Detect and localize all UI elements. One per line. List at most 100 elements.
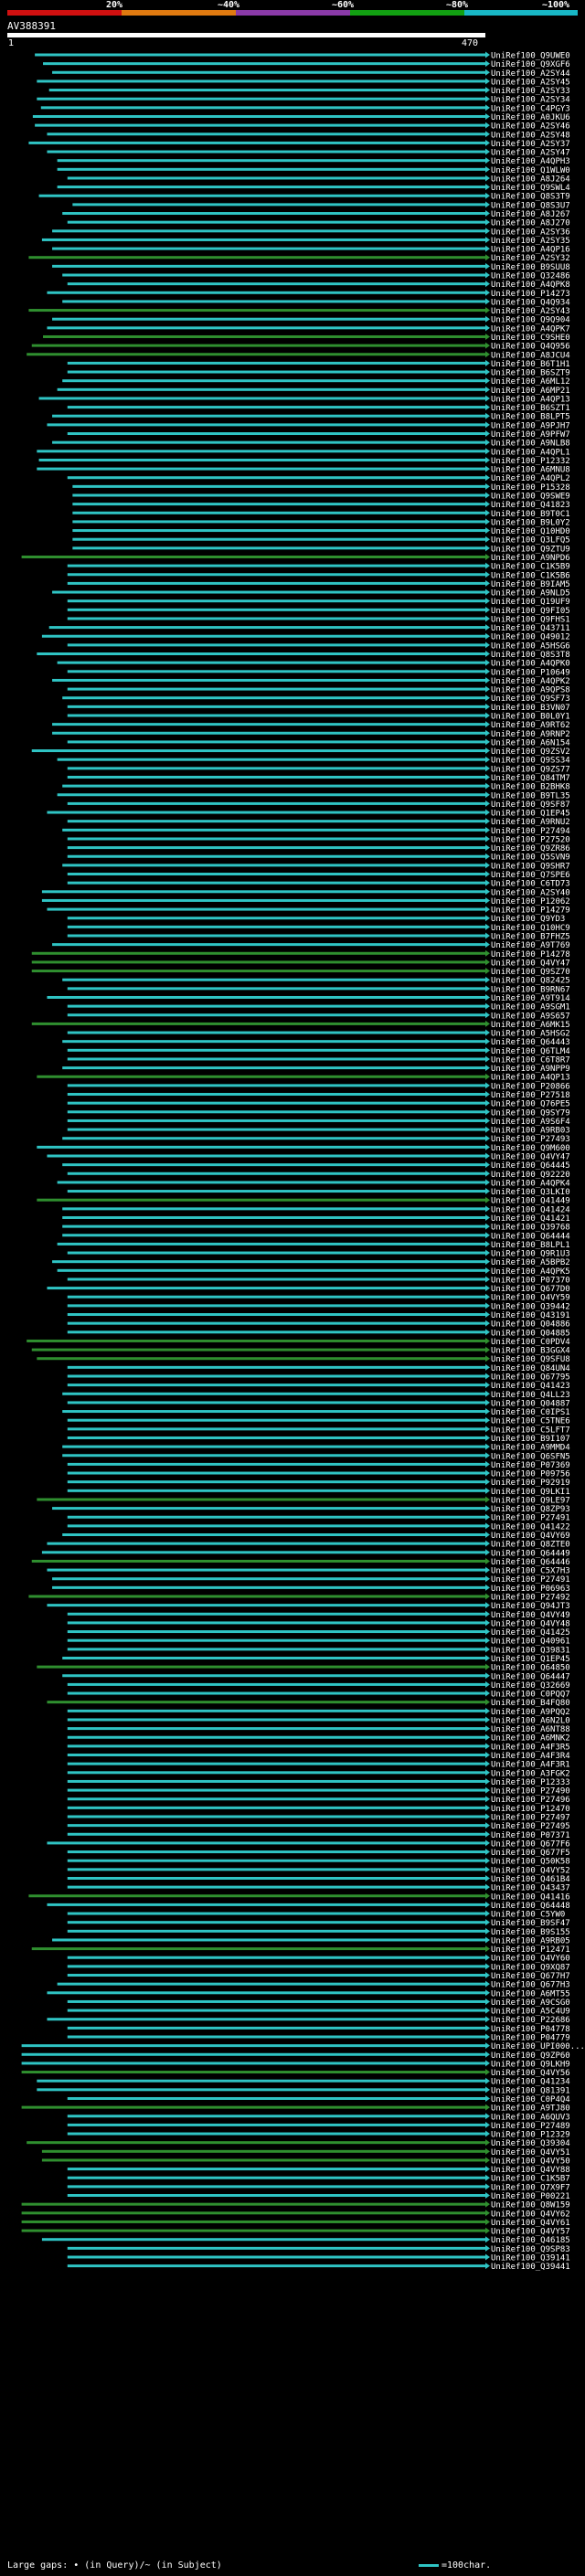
hit-label[interactable]: UniRef100_A5HSG6 bbox=[491, 641, 570, 651]
hit-label[interactable]: UniRef100_C4PGY3 bbox=[491, 104, 570, 113]
hit-label[interactable]: UniRef100_Q9XQ87 bbox=[491, 1963, 570, 1972]
hit-label[interactable]: UniRef100_A2SY37 bbox=[491, 140, 570, 149]
hit-label[interactable]: UniRef100_Q64444 bbox=[491, 1232, 570, 1241]
hit-label[interactable]: UniRef100_Q10HD0 bbox=[491, 527, 570, 536]
hit-label[interactable]: UniRef100_Q94JT3 bbox=[491, 1602, 570, 1611]
hit-label[interactable]: UniRef100_B9SF47 bbox=[491, 1919, 570, 1928]
hit-label[interactable]: UniRef100_A6MNU8 bbox=[491, 466, 570, 475]
hit-label[interactable]: UniRef100_Q677F5 bbox=[491, 1849, 570, 1858]
hit-label[interactable]: UniRef100_C6T8R7 bbox=[491, 1055, 570, 1065]
hit-label[interactable]: UniRef100_B9TL35 bbox=[491, 791, 570, 800]
hit-label[interactable]: UniRef100_Q41234 bbox=[491, 2078, 570, 2087]
hit-label[interactable]: UniRef100_Q4VY51 bbox=[491, 2148, 570, 2157]
hit-label[interactable]: UniRef100_A4F3R4 bbox=[491, 1752, 570, 1761]
hit-label[interactable]: UniRef100_A3FGK2 bbox=[491, 1769, 570, 1778]
hit-label[interactable]: UniRef100_A5HSG2 bbox=[491, 1030, 570, 1039]
hit-label[interactable]: UniRef100_Q9SY79 bbox=[491, 1108, 570, 1118]
hit-label[interactable]: UniRef100_Q41823 bbox=[491, 501, 570, 510]
hit-label[interactable]: UniRef100_C0P4Q4 bbox=[491, 2095, 570, 2104]
hit-label[interactable]: UniRef100_B7FHZ5 bbox=[491, 933, 570, 942]
hit-label[interactable]: UniRef100_A8J270 bbox=[491, 219, 570, 228]
hit-label[interactable]: UniRef100_Q41416 bbox=[491, 1892, 570, 1902]
hit-label[interactable]: UniRef100_P04779 bbox=[491, 2034, 570, 2043]
hit-label[interactable]: UniRef100_P27491 bbox=[491, 1514, 570, 1523]
hit-label[interactable]: UniRef100_P10649 bbox=[491, 668, 570, 677]
hit-label[interactable]: UniRef100_C9SHE0 bbox=[491, 334, 570, 343]
hit-label[interactable]: UniRef100_B9SUU8 bbox=[491, 263, 570, 272]
hit-label[interactable]: UniRef100_P12333 bbox=[491, 1778, 570, 1787]
hit-label[interactable]: UniRef100_Q41425 bbox=[491, 1628, 570, 1638]
hit-label[interactable]: UniRef100_P27495 bbox=[491, 1822, 570, 1831]
hit-label[interactable]: UniRef100_A4QPK2 bbox=[491, 677, 570, 686]
hit-label[interactable]: UniRef100_Q41422 bbox=[491, 1522, 570, 1532]
hit-label[interactable]: UniRef100_B3VN07 bbox=[491, 704, 570, 713]
hit-label[interactable]: UniRef100_A6QUV3 bbox=[491, 2113, 570, 2122]
hit-label[interactable]: UniRef100_Q32669 bbox=[491, 1681, 570, 1691]
hit-label[interactable]: UniRef100_Q9SZ70 bbox=[491, 968, 570, 977]
hit-label[interactable]: UniRef100_Q67795 bbox=[491, 1373, 570, 1383]
hit-label[interactable]: UniRef100_B6T1H1 bbox=[491, 360, 570, 369]
hit-label[interactable]: UniRef100_Q4VY49 bbox=[491, 1611, 570, 1620]
hit-label[interactable]: UniRef100_Q81391 bbox=[491, 2086, 570, 2095]
hit-label[interactable]: UniRef100_Q41449 bbox=[491, 1197, 570, 1206]
hit-label[interactable]: UniRef100_A2SY36 bbox=[491, 228, 570, 237]
hit-label[interactable]: UniRef100_P27491 bbox=[491, 1575, 570, 1585]
hit-label[interactable]: UniRef100_A2SY35 bbox=[491, 237, 570, 246]
hit-label[interactable]: UniRef100_A6MNK2 bbox=[491, 1734, 570, 1744]
hit-label[interactable]: UniRef100_Q64449 bbox=[491, 1549, 570, 1558]
hit-label[interactable]: UniRef100_P06963 bbox=[491, 1585, 570, 1594]
hit-label[interactable]: UniRef100_Q9LKH9 bbox=[491, 2060, 570, 2069]
hit-label[interactable]: UniRef100_C0PDV4 bbox=[491, 1338, 570, 1347]
hit-label[interactable]: UniRef100_P27520 bbox=[491, 835, 570, 844]
hit-label[interactable]: UniRef100_Q92220 bbox=[491, 1171, 570, 1180]
hit-label[interactable]: UniRef100_Q64445 bbox=[491, 1161, 570, 1171]
hit-label[interactable]: UniRef100_P92919 bbox=[491, 1479, 570, 1488]
hit-label[interactable]: UniRef100_Q4VY62 bbox=[491, 2210, 570, 2219]
hit-label[interactable]: UniRef100_B9L0Y2 bbox=[491, 518, 570, 527]
hit-label[interactable]: UniRef100_A9S657 bbox=[491, 1012, 570, 1021]
hit-label[interactable]: UniRef100_Q43711 bbox=[491, 624, 570, 633]
hit-label[interactable]: UniRef100_UPI000... bbox=[491, 2042, 585, 2051]
hit-label[interactable]: UniRef100_Q41423 bbox=[491, 1382, 570, 1391]
hit-label[interactable]: UniRef100_A9PFW7 bbox=[491, 430, 570, 440]
hit-label[interactable]: UniRef100_Q4VY59 bbox=[491, 1294, 570, 1303]
hit-label[interactable]: UniRef100_A6NT88 bbox=[491, 1725, 570, 1734]
hit-label[interactable]: UniRef100_A2SY46 bbox=[491, 122, 570, 132]
hit-label[interactable]: UniRef100_Q9ZR86 bbox=[491, 844, 570, 853]
hit-label[interactable]: UniRef100_Q64850 bbox=[491, 1664, 570, 1673]
hit-label[interactable]: UniRef100_Q43191 bbox=[491, 1311, 570, 1320]
hit-label[interactable]: UniRef100_Q4VY56 bbox=[491, 2069, 570, 2078]
hit-label[interactable]: UniRef100_P27494 bbox=[491, 827, 570, 836]
hit-label[interactable]: UniRef100_Q39442 bbox=[491, 1302, 570, 1311]
hit-label[interactable]: UniRef100_A2SY32 bbox=[491, 254, 570, 263]
hit-label[interactable]: UniRef100_A2SY44 bbox=[491, 69, 570, 79]
hit-label[interactable]: UniRef100_A9RNP2 bbox=[491, 730, 570, 739]
hit-label[interactable]: UniRef100_Q1EP45 bbox=[491, 810, 570, 819]
hit-label[interactable]: UniRef100_P12471 bbox=[491, 1945, 570, 1955]
hit-label[interactable]: UniRef100_P14278 bbox=[491, 950, 570, 959]
hit-label[interactable]: UniRef100_A4QP13 bbox=[491, 1074, 570, 1083]
hit-label[interactable]: UniRef100_Q64447 bbox=[491, 1672, 570, 1681]
hit-label[interactable]: UniRef100_A2SY34 bbox=[491, 96, 570, 105]
hit-label[interactable]: UniRef100_Q9ZP60 bbox=[491, 2051, 570, 2061]
hit-label[interactable]: UniRef100_P12329 bbox=[491, 2131, 570, 2140]
hit-label[interactable]: UniRef100_Q41424 bbox=[491, 1205, 570, 1214]
hit-label[interactable]: UniRef100_Q461B4 bbox=[491, 1875, 570, 1884]
hit-label[interactable]: UniRef100_Q677F6 bbox=[491, 1839, 570, 1849]
hit-label[interactable]: UniRef100_P22686 bbox=[491, 2016, 570, 2025]
hit-label[interactable]: UniRef100_Q3LFQ5 bbox=[491, 536, 570, 546]
hit-label[interactable]: UniRef100_A2SY40 bbox=[491, 888, 570, 897]
hit-label[interactable]: UniRef100_Q677H3 bbox=[491, 1981, 570, 1990]
hit-label[interactable]: UniRef100_Q9SWL4 bbox=[491, 184, 570, 193]
hit-label[interactable]: UniRef100_Q39768 bbox=[491, 1224, 570, 1233]
hit-label[interactable]: UniRef100_A2SY33 bbox=[491, 87, 570, 96]
hit-label[interactable]: UniRef100_Q9ZS77 bbox=[491, 765, 570, 774]
hit-label[interactable]: UniRef100_Q4Q956 bbox=[491, 343, 570, 352]
hit-label[interactable]: UniRef100_Q8ZP93 bbox=[491, 1505, 570, 1514]
hit-label[interactable]: UniRef100_Q4VY47 bbox=[491, 1153, 570, 1162]
hit-label[interactable]: UniRef100_A9PQQ2 bbox=[491, 1708, 570, 1717]
hit-label[interactable]: UniRef100_Q4VY57 bbox=[491, 2228, 570, 2237]
hit-label[interactable]: UniRef100_B8LPL1 bbox=[491, 1241, 570, 1250]
hit-label[interactable]: UniRef100_A4QPH3 bbox=[491, 157, 570, 166]
hit-label[interactable]: UniRef100_Q4VY88 bbox=[491, 2166, 570, 2175]
